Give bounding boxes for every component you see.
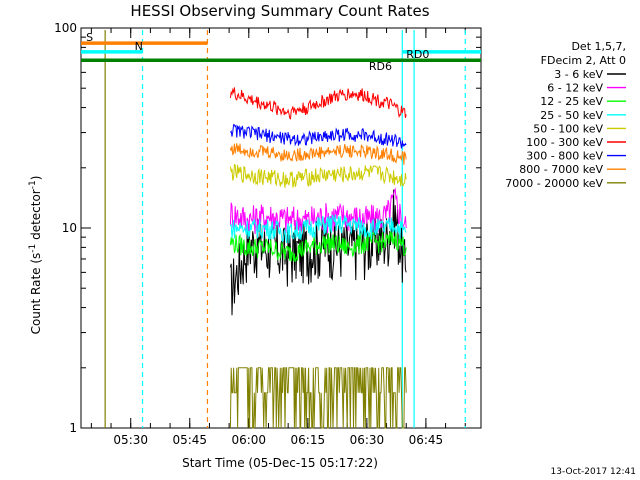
- timestamp: 13-Oct-2017 12:41: [551, 467, 636, 477]
- y-axis-label-mid: detector: [29, 189, 43, 244]
- y-tick-label-100: 100: [54, 21, 77, 35]
- x-tick-label-0600: 06:00: [231, 433, 266, 447]
- series-line-3: [229, 214, 407, 244]
- series-line-8: [229, 367, 407, 429]
- legend-header-line-2: FDecim 2, Att 0: [541, 54, 626, 67]
- chart-title: HESSI Observing Summary Count Rates: [130, 2, 429, 20]
- x-tick-label-0615: 06:15: [291, 433, 326, 447]
- legend-header-line-1: Det 1,5,7,: [571, 40, 626, 53]
- x-tick-label-0630: 06:30: [350, 433, 385, 447]
- plot-area: 1 10 100 05:30 05:45 06:00 06:15 06:30 06:45 S N RD…: [54, 21, 482, 447]
- legend-label-4: 50 - 100 keV: [533, 122, 603, 135]
- flag-label-s: S: [86, 31, 93, 44]
- y-axis-label-sup1: -1: [28, 244, 38, 253]
- legend-label-8: 7000 - 20000 keV: [505, 177, 603, 190]
- x-tick-label-0545: 05:45: [172, 433, 207, 447]
- y-axis-label-main: Count Rate (s: [29, 253, 43, 335]
- plot-frame: [80, 27, 482, 429]
- x-axis-label: Start Time (05-Dec-15 05:17:22): [182, 456, 378, 470]
- y-tick-label-10: 10: [62, 221, 77, 235]
- legend-label-5: 100 - 300 keV: [526, 136, 603, 149]
- series-line-7: [229, 143, 407, 165]
- y-tick-label-1: 1: [69, 421, 77, 435]
- flag-label-n: N: [135, 40, 143, 53]
- legend-label-0: 3 - 6 keV: [554, 68, 603, 81]
- legend-label-6: 300 - 800 keV: [526, 150, 603, 163]
- legend-label-3: 25 - 50 keV: [540, 109, 603, 122]
- legend-label-1: 6 - 12 keV: [547, 82, 603, 95]
- series-line-5: [229, 87, 407, 120]
- x-tick-label-0645: 06:45: [409, 433, 444, 447]
- series-line-4: [229, 163, 407, 188]
- legend-label-2: 12 - 25 keV: [540, 95, 603, 108]
- x-tick-label-0530: 05:30: [113, 433, 148, 447]
- flag-label-rd6: RD6: [369, 60, 392, 73]
- y-axis-label-end: ): [29, 176, 43, 181]
- series-line-2: [229, 230, 407, 263]
- series-line-6: [229, 124, 407, 149]
- y-axis-label: Count Rate (s-1 detector-1): [28, 176, 43, 335]
- legend-label-7: 800 - 7000 keV: [519, 163, 603, 176]
- series-line-0: [229, 189, 407, 316]
- flag-label-rd0: RD0: [406, 48, 429, 61]
- y-axis-label-sup2: -1: [28, 180, 38, 189]
